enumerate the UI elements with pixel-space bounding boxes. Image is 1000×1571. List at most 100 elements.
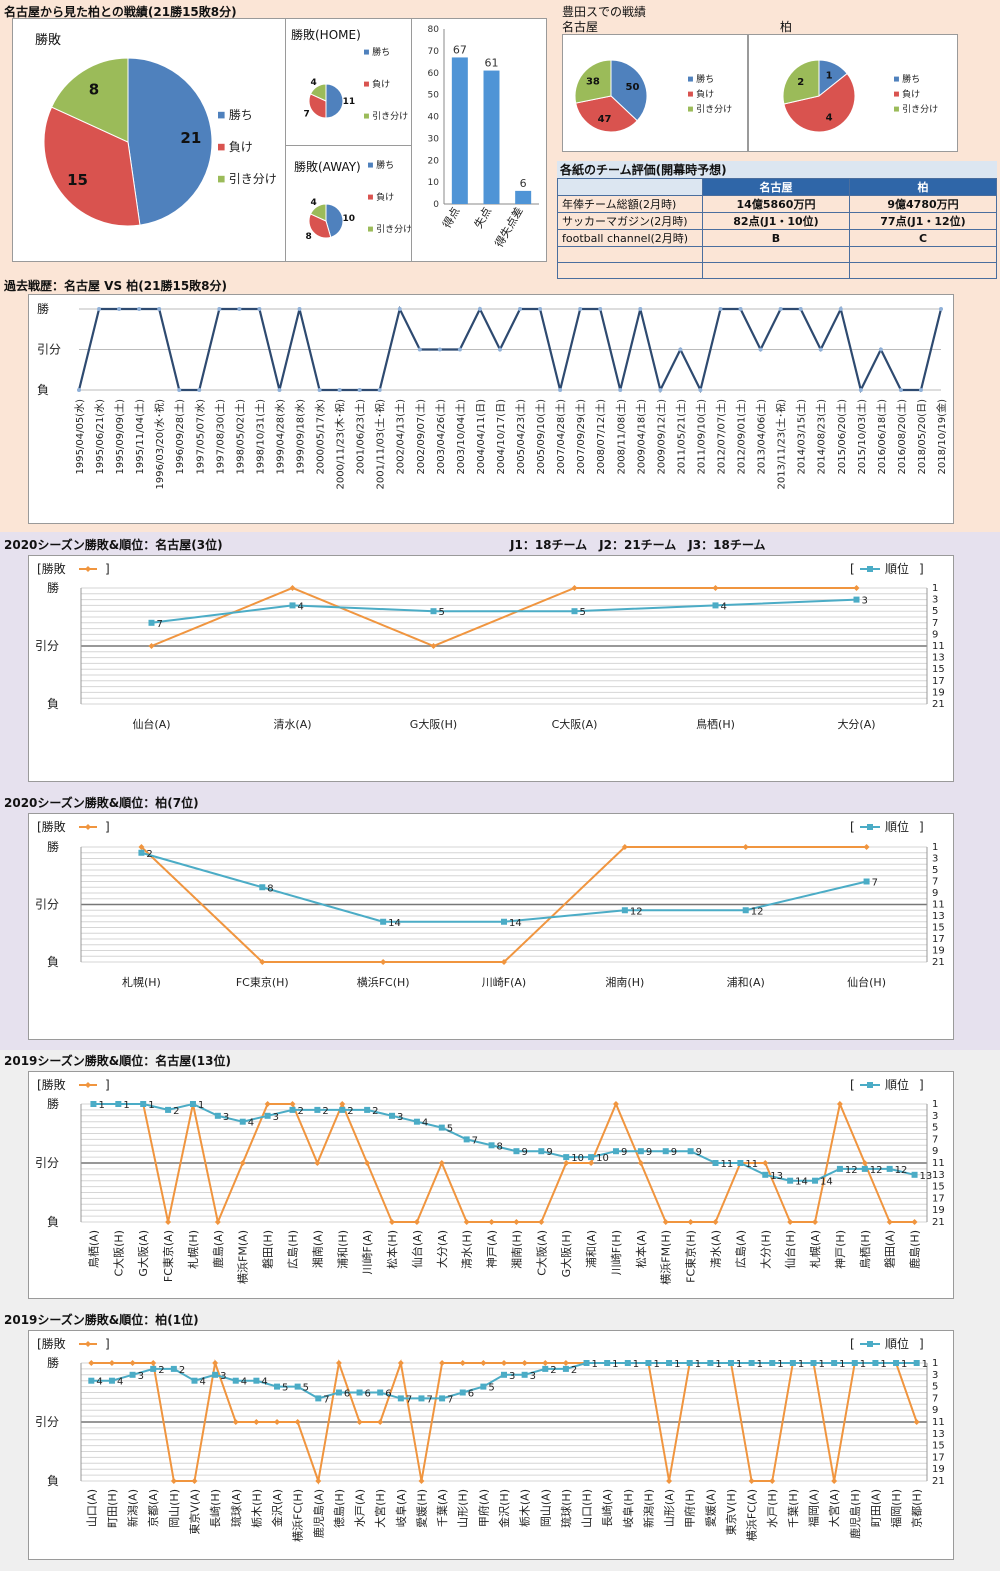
- rank-data-label: 12: [751, 906, 764, 917]
- rank-data-label: 5: [488, 1383, 494, 1394]
- result-point: [239, 1160, 246, 1166]
- x-tick-label: 福岡(A): [807, 1489, 821, 1527]
- y-tick-label: 負: [47, 697, 59, 711]
- rank-data-label: 13: [920, 1171, 933, 1182]
- pie-slice: [783, 72, 856, 133]
- result-point: [637, 1160, 644, 1166]
- legend-bracket: [: [850, 820, 855, 834]
- evaluation-nagoya-value: B: [702, 229, 850, 247]
- result-point: [259, 959, 266, 965]
- pie-data-label: 7: [304, 110, 310, 120]
- legend-label: 勝ち: [229, 107, 253, 122]
- data-point: [457, 347, 462, 352]
- x-tick-label: C大阪(A): [534, 1230, 548, 1276]
- legend-swatch: [894, 91, 899, 97]
- away-pie-title: 勝敗(AWAY): [294, 160, 361, 174]
- x-tick-label: 新潟(A): [126, 1489, 140, 1527]
- y-tick-label: 70: [428, 47, 440, 57]
- legend-marker: [867, 824, 873, 830]
- x-tick-label: 2012/09/01(土): [735, 399, 748, 475]
- evaluation-row: [557, 262, 997, 279]
- rank-point: [189, 1101, 196, 1107]
- data-point: [798, 307, 803, 311]
- rank-data-label: 1: [757, 1359, 763, 1370]
- x-tick-label: 京都(A): [146, 1489, 160, 1527]
- rank-data-label: 8: [497, 1141, 503, 1152]
- rank-point: [413, 1118, 420, 1125]
- data-point: [197, 388, 202, 392]
- y-tick-label: 引分: [35, 639, 59, 653]
- x-tick-label: 2009/09/12(土): [654, 399, 667, 475]
- rank-tick-label: 13: [932, 1170, 945, 1181]
- rank-point: [645, 1360, 652, 1366]
- legend-swatch: [218, 111, 225, 119]
- result-point: [129, 1360, 136, 1366]
- s2020-nagoya-title: 2020シーズン勝敗&順位：名古屋(3位): [4, 538, 223, 552]
- x-tick-label: G大阪(A): [136, 1230, 150, 1277]
- legend-label: 順位: [885, 819, 909, 834]
- rank-data-label: 11: [745, 1159, 758, 1170]
- data-point: [277, 388, 282, 392]
- rank-point: [789, 1360, 796, 1366]
- rank-point: [380, 918, 387, 925]
- toyota-nagoya-panel: 50 47 38 勝ち 負け 引き分け: [562, 34, 748, 152]
- x-tick-label: 千葉(A): [435, 1489, 449, 1527]
- rank-point: [563, 1154, 570, 1161]
- data-point: [217, 307, 222, 311]
- evaluation-row: サッカーマガジン(2月時) 82点(J1・10位) 77点(J1・12位): [557, 212, 997, 230]
- rank-tick-label: 19: [932, 1464, 945, 1475]
- x-tick-label: 浦和(A): [585, 1230, 598, 1268]
- x-tick-label: 2013/11/23(土･祝): [775, 399, 788, 490]
- y-tick-label: 勝: [47, 1096, 59, 1111]
- legend-label: 引き分け: [372, 111, 408, 122]
- data-point: [377, 388, 382, 392]
- pie-slice: [575, 95, 638, 133]
- rank-point: [727, 1360, 734, 1366]
- x-tick-label: 湘南(A): [310, 1230, 324, 1268]
- legend-swatch: [368, 162, 373, 168]
- result-point: [264, 1101, 271, 1107]
- legend-label: 勝ち: [696, 73, 714, 85]
- rank-point: [571, 608, 578, 615]
- rank-data-label: 3: [862, 596, 868, 607]
- data-point: [618, 388, 623, 392]
- rank-point: [289, 1106, 296, 1113]
- rank-point: [637, 1148, 644, 1155]
- legend-swatch: [688, 91, 693, 97]
- x-tick-label: 山口(H): [581, 1489, 594, 1528]
- legend-bracket: ]: [919, 820, 924, 834]
- rank-point: [264, 1112, 271, 1119]
- result-point: [356, 1419, 363, 1425]
- rank-point: [356, 1389, 363, 1396]
- pie-data-label: 2: [797, 77, 804, 88]
- result-point: [836, 1101, 843, 1107]
- x-tick-label: 1998/05/02(土): [233, 399, 246, 475]
- rank-tick-label: 15: [932, 1182, 945, 1193]
- legend-label: 負け: [372, 78, 390, 90]
- rank-data-label: 6: [344, 1389, 350, 1400]
- x-tick-label: 千葉(H): [786, 1489, 800, 1528]
- legend-marker: [867, 1341, 873, 1347]
- rank-tick-label: 21: [932, 957, 945, 968]
- rank-tick-label: 7: [932, 1393, 938, 1404]
- rank-data-label: 4: [298, 601, 304, 612]
- rank-data-label: 11: [721, 1159, 734, 1170]
- rank-point: [742, 907, 749, 914]
- data-point: [658, 388, 663, 392]
- rank-data-label: 1: [653, 1359, 659, 1370]
- result-point: [459, 1360, 466, 1366]
- result-point: [413, 1219, 420, 1225]
- rank-point: [339, 1106, 346, 1113]
- result-point: [339, 1101, 346, 1107]
- result-point: [315, 1478, 322, 1484]
- result-point: [853, 585, 860, 591]
- rank-tick-label: 19: [932, 687, 945, 698]
- rank-point: [810, 1360, 817, 1366]
- rank-data-label: 5: [439, 607, 445, 618]
- x-tick-label: 湘南(H): [605, 975, 644, 989]
- rank-data-label: 5: [447, 1124, 453, 1135]
- evaluation-kashiwa-value: 77点(J1・12位): [849, 212, 997, 230]
- total-pie-title: 勝敗: [35, 33, 62, 48]
- rank-tick-label: 7: [932, 618, 938, 629]
- pie-slice: [308, 93, 327, 119]
